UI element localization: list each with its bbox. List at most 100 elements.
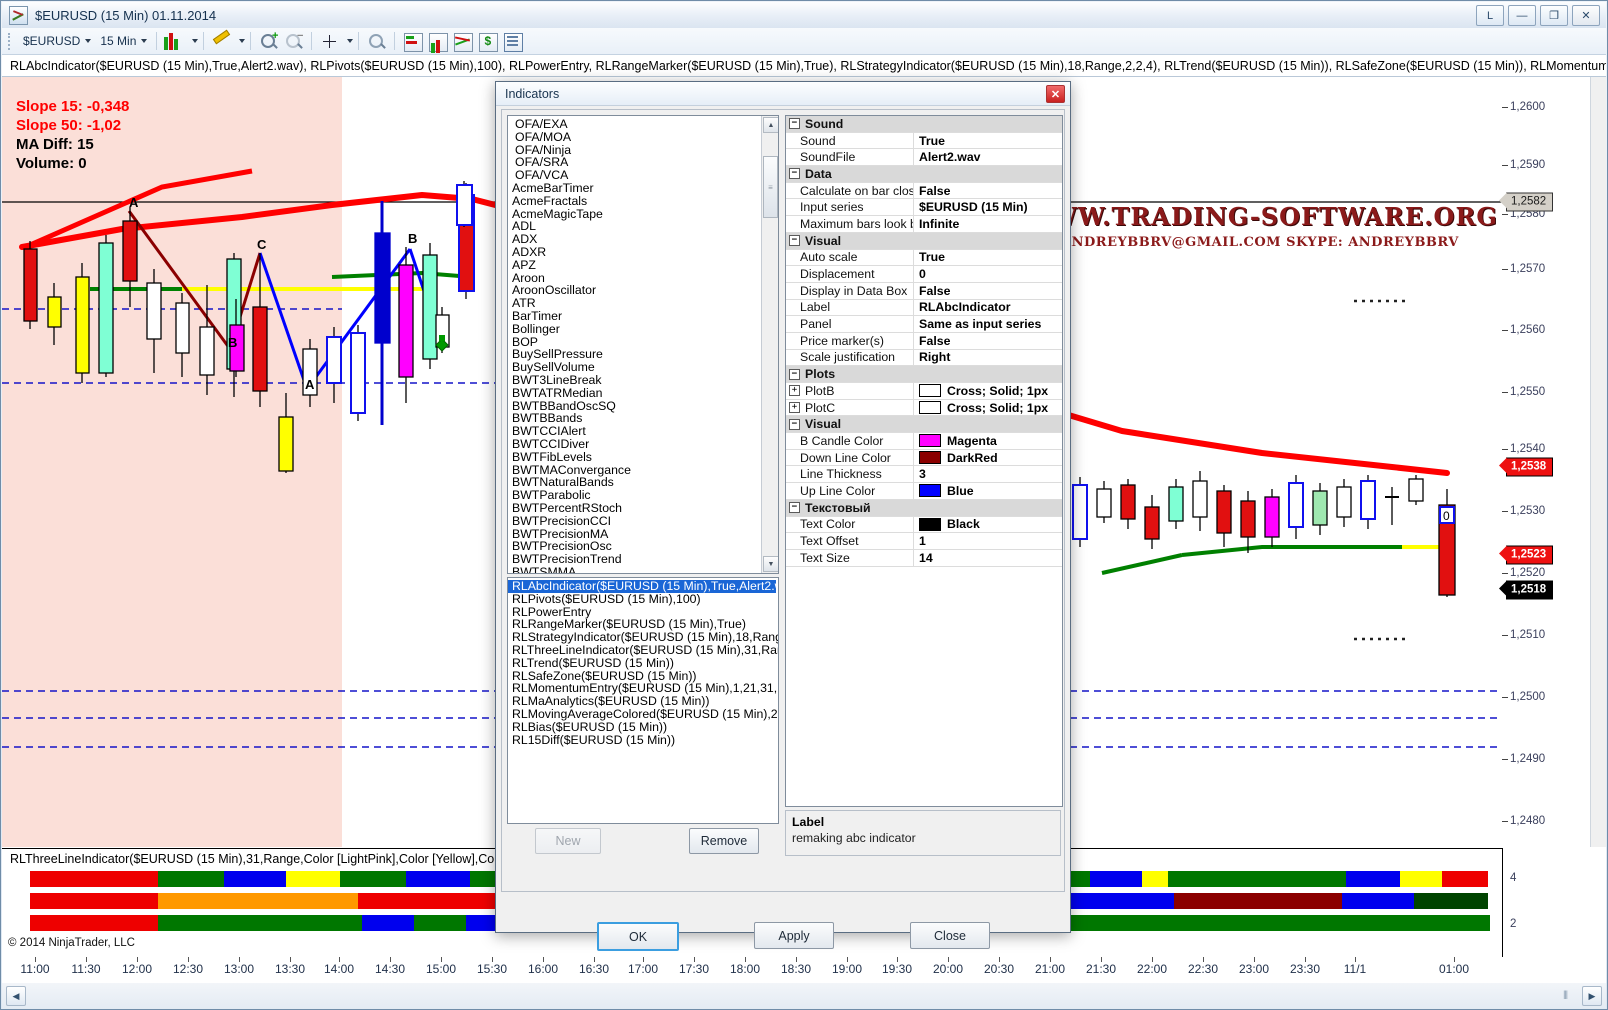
list-item[interactable]: BWTPercentRStoch: [512, 500, 623, 515]
chart-properties-icon[interactable]: [427, 31, 449, 53]
toolbar-grip[interactable]: [8, 32, 13, 50]
property-value[interactable]: False: [919, 333, 951, 348]
list-item[interactable]: RLMaAnalytics($EURUSD (15 Min)): [512, 694, 710, 709]
candle-style-icon[interactable]: [164, 31, 185, 52]
scroll-down-arrow[interactable]: ▼: [763, 556, 778, 572]
list-item[interactable]: ADX: [512, 232, 538, 247]
color-swatch[interactable]: [919, 484, 941, 498]
scroll-right-arrow[interactable]: ▶: [1582, 986, 1602, 1006]
property-value[interactable]: RLAbcIndicator: [919, 300, 1011, 315]
property-value[interactable]: 3: [919, 467, 926, 482]
collapse-icon[interactable]: −: [789, 118, 800, 130]
property-value[interactable]: 0: [919, 267, 926, 282]
list-item[interactable]: AcmeMagicTape: [512, 206, 603, 221]
vertical-scrollbar[interactable]: [1590, 77, 1606, 847]
property-category-row[interactable]: − Visual: [786, 416, 1062, 434]
list-item[interactable]: BWTFibLevels: [512, 449, 592, 464]
collapse-icon[interactable]: −: [789, 368, 800, 380]
property-value[interactable]: $EURUSD (15 Min): [919, 200, 1028, 215]
property-value[interactable]: Alert2.wav: [919, 150, 981, 165]
zoom-in-icon[interactable]: +: [258, 30, 279, 52]
list-item[interactable]: RLPivots($EURUSD (15 Min),100): [512, 591, 701, 606]
list-item[interactable]: BWTNaturalBands: [512, 475, 614, 490]
scroll-left-arrow[interactable]: ◀: [6, 986, 26, 1006]
property-row[interactable]: Auto scale True: [786, 249, 1062, 267]
list-item[interactable]: OFA/MOA: [515, 129, 572, 144]
property-row[interactable]: + PlotB Cross; Solid; 1px: [786, 383, 1062, 400]
list-item[interactable]: BWTPrecisionCCI: [512, 513, 612, 528]
dollar-icon[interactable]: $: [477, 31, 499, 52]
property-row[interactable]: Sound True: [786, 132, 1062, 150]
property-row[interactable]: Scale justification Right: [786, 349, 1062, 367]
property-row[interactable]: + PlotC Cross; Solid; 1px: [786, 399, 1062, 417]
property-value[interactable]: False: [919, 183, 951, 198]
property-value-plotb[interactable]: Cross; Solid; 1px: [914, 383, 1062, 399]
list-item[interactable]: BWTPrecisionOsc: [512, 539, 612, 554]
panel-icon[interactable]: [502, 31, 524, 52]
property-value[interactable]: Infinite: [919, 216, 960, 231]
list-item[interactable]: OFA/EXA: [515, 117, 568, 131]
interval-selector[interactable]: 15 Min: [95, 32, 149, 51]
property-value[interactable]: True: [919, 133, 945, 148]
indicator-property-grid[interactable]: − Sound Sound True SoundFile Alert2.wav −…: [785, 115, 1063, 807]
property-value[interactable]: Right: [919, 350, 951, 365]
list-item[interactable]: BWTBBands: [512, 411, 583, 426]
property-row[interactable]: Price marker(s) False: [786, 332, 1062, 350]
data-box-icon[interactable]: [402, 31, 424, 52]
price-axis[interactable]: 1,2600 1,2590 1,2580 1,2570 1,2560 1,255…: [1498, 77, 1590, 847]
list-item[interactable]: ADL: [512, 219, 536, 234]
property-row[interactable]: B Candle Color Magenta: [786, 433, 1062, 450]
crosshair-icon[interactable]: [319, 31, 340, 52]
list-item[interactable]: RLMovingAverageColored($EURUSD (15 Min),…: [512, 706, 779, 721]
list-item[interactable]: RLPowerEntry: [512, 604, 592, 619]
property-value[interactable]: 14: [919, 550, 933, 565]
property-row[interactable]: Line Thickness 3: [786, 466, 1062, 484]
list-item[interactable]: BWTMAConvergance: [512, 462, 631, 477]
color-swatch[interactable]: [919, 451, 941, 465]
property-value[interactable]: False: [919, 283, 951, 298]
property-row[interactable]: Display in Data Box False: [786, 282, 1062, 300]
remove-button[interactable]: Remove: [689, 828, 759, 854]
list-item[interactable]: AcmeBarTimer: [512, 180, 594, 195]
list-item[interactable]: Bollinger: [512, 321, 560, 336]
new-button[interactable]: New: [535, 828, 601, 854]
list-item[interactable]: AcmeFractals: [512, 193, 588, 208]
list-item[interactable]: BWTPrecisionMA: [512, 526, 609, 541]
color-swatch[interactable]: [919, 434, 941, 448]
color-swatch[interactable]: [919, 384, 941, 398]
pencil-draw-icon[interactable]: [211, 29, 232, 52]
property-category-row[interactable]: − Текстовый: [786, 499, 1062, 517]
list-item[interactable]: BWT3LineBreak: [512, 372, 602, 387]
list-item[interactable]: BuySellVolume: [512, 360, 595, 375]
horizontal-scrollbar[interactable]: ◀ ⦀ ▶: [2, 983, 1606, 1009]
property-category-row[interactable]: − Data: [786, 166, 1062, 183]
list-item[interactable]: BWTParabolic: [512, 488, 591, 503]
list-item[interactable]: AroonOscillator: [512, 283, 597, 298]
property-row[interactable]: Text Size 14: [786, 549, 1062, 567]
collapse-icon[interactable]: −: [789, 235, 800, 247]
list-item[interactable]: APZ: [512, 257, 536, 272]
link-button[interactable]: L: [1476, 5, 1504, 26]
list-scrollbar[interactable]: ▲ ≡ ▼: [761, 116, 778, 573]
collapse-icon[interactable]: −: [789, 418, 800, 430]
list-item[interactable]: Aroon: [512, 270, 545, 285]
zoom-out-icon[interactable]: −: [283, 30, 304, 52]
property-row[interactable]: Displacement 0: [786, 266, 1062, 283]
available-indicators-list[interactable]: OFA/EXA OFA/MOA OFA/Ninja OFA/SRA OFA/VC…: [507, 115, 779, 574]
configured-indicators-list[interactable]: RLAbcIndicator($EURUSD (15 Min),True,Ale…: [507, 577, 779, 824]
property-value[interactable]: Same as input series: [919, 317, 1042, 332]
time-axis[interactable]: 11:00 11:30 12:00 12:30 13:00 13:30 14:0…: [2, 957, 1606, 984]
collapse-icon[interactable]: −: [789, 502, 800, 514]
property-value[interactable]: True: [919, 250, 945, 265]
chevron-down-icon[interactable]: [192, 39, 199, 43]
indicators-icon[interactable]: [452, 31, 474, 52]
list-item[interactable]: RLRangeMarker($EURUSD (15 Min),True): [512, 617, 746, 632]
minimize-button[interactable]: —: [1508, 5, 1536, 26]
list-item[interactable]: BWTCCIDiver: [512, 436, 590, 451]
list-item[interactable]: BWTBBandOscSQ: [512, 398, 616, 413]
property-row[interactable]: Text Color Black: [786, 516, 1062, 534]
list-item[interactable]: RLMomentumEntry($EURUSD (15 Min),1,21,31…: [512, 681, 778, 696]
list-item[interactable]: OFA/VCA: [515, 168, 569, 183]
list-item[interactable]: ATR: [512, 296, 536, 311]
list-item[interactable]: RLThreeLineIndicator($EURUSD (15 Min),31…: [512, 642, 778, 657]
